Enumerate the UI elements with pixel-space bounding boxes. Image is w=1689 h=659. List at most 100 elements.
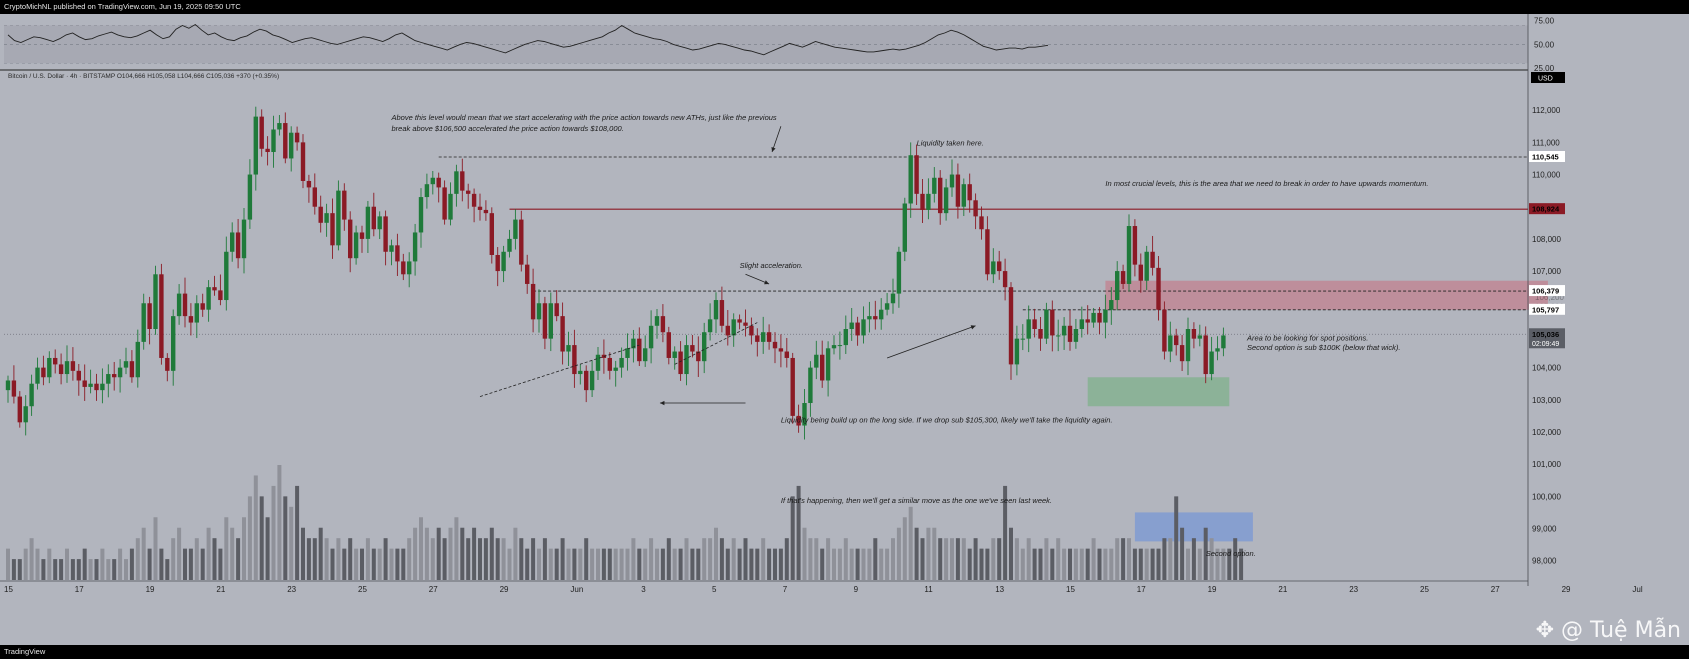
candle-up bbox=[808, 367, 813, 404]
candle-down bbox=[920, 193, 925, 210]
currency-label: USD bbox=[1538, 76, 1553, 83]
candle-down bbox=[955, 174, 961, 207]
volume-bar bbox=[743, 538, 748, 580]
volume-bar bbox=[472, 527, 477, 580]
candle-down bbox=[395, 245, 400, 262]
candle-down bbox=[820, 354, 825, 381]
volume-bar bbox=[714, 527, 718, 580]
candle-down bbox=[554, 303, 559, 317]
volume-bar bbox=[478, 538, 482, 580]
price-tick-label: 98,000 bbox=[1532, 557, 1557, 566]
volume-bar bbox=[483, 538, 488, 580]
volume-bar bbox=[873, 538, 878, 580]
candle-down bbox=[572, 345, 577, 375]
volume-bar bbox=[1162, 538, 1167, 580]
candle-up bbox=[884, 303, 890, 310]
candle-down bbox=[11, 380, 17, 397]
candle-up bbox=[1221, 335, 1226, 349]
candle-down bbox=[1002, 271, 1008, 288]
candle-up bbox=[513, 219, 518, 239]
annotation-text: Liquidity being build up on the long sid… bbox=[781, 415, 1113, 424]
volume-bar bbox=[336, 538, 341, 580]
volume-bar bbox=[129, 548, 134, 580]
volume-bar bbox=[666, 538, 671, 580]
candle-up bbox=[861, 319, 866, 336]
rsi-line bbox=[7, 23, 1049, 56]
volume-bar bbox=[973, 538, 978, 580]
volume-bar bbox=[377, 548, 382, 580]
volume-bar bbox=[542, 538, 547, 580]
volume-bar bbox=[725, 548, 730, 580]
volume-bar bbox=[194, 538, 199, 580]
candle-down bbox=[401, 261, 406, 275]
volume-bar bbox=[719, 538, 724, 580]
time-tick-label: 23 bbox=[287, 585, 296, 594]
time-tick-label: 17 bbox=[1137, 585, 1146, 594]
price-label-box bbox=[1529, 151, 1565, 163]
volume-bar bbox=[401, 548, 406, 580]
volume-bar bbox=[330, 548, 335, 580]
candle-down bbox=[200, 303, 205, 310]
volume-bar bbox=[920, 538, 925, 580]
volume-bar bbox=[967, 548, 972, 580]
volume-bar bbox=[1044, 538, 1049, 580]
candle-down bbox=[696, 351, 701, 362]
volume-bar bbox=[112, 559, 117, 580]
volume-bar bbox=[896, 527, 901, 580]
time-tick-label: Jun bbox=[570, 585, 583, 594]
volume-bar bbox=[82, 548, 87, 580]
candle-up bbox=[1209, 351, 1214, 375]
volume-bar bbox=[289, 506, 294, 580]
volume-bar bbox=[11, 559, 16, 580]
candle-down bbox=[766, 332, 772, 342]
candle-up bbox=[448, 193, 453, 220]
candle-up bbox=[566, 345, 571, 352]
candle-up bbox=[1079, 319, 1084, 329]
price-tick-label: 103,000 bbox=[1532, 396, 1561, 405]
volume-bar bbox=[1103, 548, 1108, 580]
candle-down bbox=[1085, 319, 1090, 323]
price-tick-label: 110,000 bbox=[1532, 171, 1561, 180]
candle-up bbox=[731, 319, 736, 336]
candle-down bbox=[1150, 251, 1155, 268]
candle-down bbox=[1050, 309, 1055, 336]
candle-down bbox=[58, 364, 64, 375]
volume-bar bbox=[808, 538, 813, 580]
arrow-up bbox=[886, 325, 976, 359]
candle-down bbox=[76, 370, 81, 381]
candle-up bbox=[106, 374, 111, 384]
volume-bar bbox=[495, 538, 500, 580]
volume-bar bbox=[525, 548, 530, 580]
candle-down bbox=[1008, 287, 1014, 365]
annotation-text: Liquidity taken here. bbox=[917, 139, 984, 148]
price-tick-label: 111,000 bbox=[1532, 138, 1560, 147]
candle-up bbox=[578, 370, 583, 375]
volume-bar bbox=[454, 517, 459, 580]
candle-up bbox=[932, 177, 937, 194]
volume-bar bbox=[708, 538, 713, 580]
volume-bar bbox=[837, 548, 842, 580]
volume-bar bbox=[1050, 548, 1055, 580]
candle-up bbox=[135, 341, 140, 378]
volume-bar bbox=[554, 548, 559, 580]
price-tick-label: 112,000 bbox=[1532, 106, 1561, 115]
volume-bar bbox=[183, 548, 187, 580]
candle-down bbox=[666, 332, 671, 358]
price-label-value: 105,797 bbox=[1532, 305, 1559, 314]
candle-up bbox=[29, 383, 34, 407]
candle-up bbox=[991, 261, 996, 275]
volume-bar bbox=[1150, 548, 1155, 580]
volume-bar bbox=[29, 538, 34, 580]
candle-down bbox=[283, 123, 288, 159]
volume-bar bbox=[826, 538, 831, 580]
volume-bar bbox=[407, 538, 412, 580]
candle-up bbox=[654, 316, 660, 326]
candle-down bbox=[359, 232, 365, 239]
volume-bar bbox=[466, 538, 471, 580]
time-tick-label: 17 bbox=[75, 585, 84, 594]
candle-down bbox=[997, 261, 1002, 272]
annotation-text: Slight acceleration. bbox=[740, 261, 803, 270]
candle-down bbox=[330, 213, 335, 246]
